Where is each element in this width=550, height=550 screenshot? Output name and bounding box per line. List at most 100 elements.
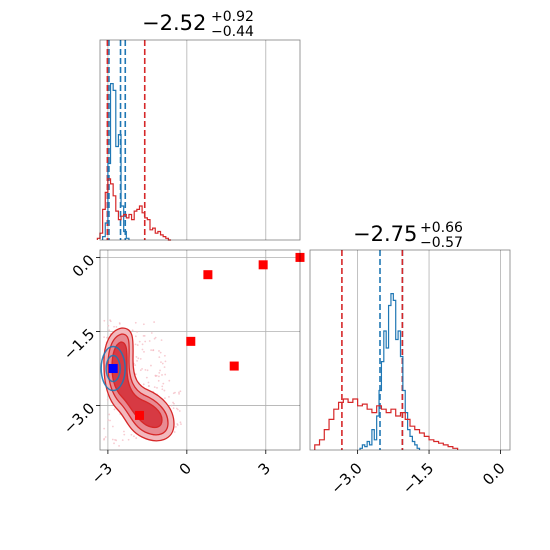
p2-sample-dot (103, 427, 106, 430)
panel-bottom-right-frame (309, 249, 511, 451)
p2-sample-dot (141, 367, 143, 370)
panel-top-left-frame (99, 39, 301, 241)
p2-sample-dot (175, 407, 178, 410)
p2-sample-dot (141, 343, 144, 346)
p2-sample-dot (154, 374, 157, 377)
p2-sample-dot (106, 336, 108, 339)
p2-sample-dot (135, 355, 138, 358)
panel-bottom-left-frame (99, 249, 301, 451)
p2-sample-dot (148, 340, 151, 342)
p2-sample-dot (175, 425, 177, 428)
p2-sample-dot (148, 384, 150, 387)
p2-sample-dot (150, 364, 152, 367)
panel-top-left-title-sub: −0.44 (211, 24, 254, 40)
p2-sample-dot (173, 431, 176, 433)
p2-sample-dot (159, 369, 161, 372)
p2-sample-dot (160, 339, 163, 341)
p2-sample-dot (103, 437, 106, 440)
p2-red-point (258, 260, 268, 270)
p2-sample-dot (127, 438, 130, 441)
p2-sample-dot (179, 421, 182, 424)
p2-sample-dot (162, 382, 165, 385)
p2-sample-dot (139, 369, 142, 372)
p2-sample-dot (106, 398, 109, 401)
p2-sample-dot (115, 326, 118, 328)
p2-sample-dot (163, 354, 166, 357)
title2-main: −2.75 (353, 222, 417, 246)
p2-sample-dot (145, 376, 148, 379)
p2-xtick-label: −3 (88, 459, 116, 487)
p2-sample-dot (168, 379, 171, 382)
p2-sample-dot (113, 408, 116, 411)
p2-sample-dot (135, 437, 138, 439)
p2-sample-dot (153, 386, 156, 389)
p2-sample-dot (107, 419, 110, 421)
p2-sample-dot (158, 350, 160, 352)
p2-sample-dot (159, 351, 162, 354)
p2-sample-dot (163, 389, 166, 392)
p2-sample-dot (138, 340, 141, 343)
p1-hist-red (96, 178, 172, 241)
panel-top-left: −2.52 +0.92 −0.44 (96, 9, 301, 241)
p2-sample-dot (158, 356, 161, 359)
p2-sample-dot (172, 407, 175, 410)
p2-sample-dot (179, 390, 182, 393)
title1-main: −2.52 (142, 11, 206, 35)
p2-blue-point (108, 364, 118, 374)
p2-sample-dot (176, 423, 179, 425)
p2-sample-dot (168, 396, 170, 398)
p2-sample-dot (172, 392, 175, 395)
p2-sample-dot (180, 423, 182, 426)
p3-xtick-label: −3.0 (327, 459, 365, 497)
p2-sample-dot (146, 369, 149, 372)
panel-bottom-right-title-sup: +0.66 (420, 220, 463, 236)
p2-sample-dot (121, 439, 124, 442)
p2-sample-dot (142, 323, 145, 326)
p2-sample-dot (161, 388, 164, 391)
p2-sample-dot (133, 435, 135, 438)
panel-bottom-left: −3 0 3 0.0 −1.5 −3.0 (60, 249, 305, 488)
p2-sample-dot (118, 445, 120, 447)
p2-sample-dot (157, 379, 160, 382)
p2-xtick-label: 0 (176, 459, 195, 478)
p2-sample-dot (173, 402, 175, 405)
p1-hist-blue (102, 83, 130, 240)
p2-sample-dot (103, 319, 106, 322)
p2-ytick-label: −1.5 (60, 325, 98, 363)
p2-sample-dot (123, 433, 126, 436)
p3-hist-red (314, 398, 459, 450)
p2-sample-dot (108, 413, 111, 416)
p2-sample-dot (142, 334, 145, 337)
p2-blue-contour-inner (105, 354, 121, 383)
p2-sample-dot (158, 371, 161, 374)
p2-sample-dot (164, 397, 166, 400)
p3-hist-blue (359, 293, 421, 450)
p2-sample-dot (161, 374, 163, 376)
panel-bottom-right-title: −2.75 (353, 222, 417, 246)
p2-sample-dot (150, 332, 153, 334)
p2-sample-dot (178, 392, 180, 395)
p2-sample-dot (141, 348, 144, 351)
p2-sample-dot (142, 383, 145, 386)
p3-xtick-label: 0.0 (479, 459, 509, 489)
panel-top-left-title: −2.52 (142, 11, 206, 35)
panel-top-left-title-sup: +0.92 (211, 9, 254, 25)
p2-sample-dot (134, 373, 137, 376)
p2-sample-dot (109, 320, 112, 323)
p2-sample-dot (130, 433, 133, 436)
p2-sample-dot (134, 321, 137, 324)
p2-sample-dot (143, 350, 145, 353)
p2-sample-dot (154, 336, 157, 339)
p2-sample-dot (160, 361, 162, 364)
p2-sample-dot (144, 340, 147, 343)
p2-sample-dot (178, 410, 181, 412)
p2-blue-contour-outer (100, 345, 126, 392)
p2-ytick-label: −3.0 (60, 399, 98, 437)
p2-sample-dot (136, 359, 138, 362)
p2-sample-dot (161, 385, 164, 388)
p2-sample-dot (115, 439, 118, 442)
p2-red-point (203, 270, 213, 280)
p2-sample-dot (108, 329, 111, 332)
p2-sample-dot (136, 330, 138, 333)
p2-sample-dot (152, 349, 155, 351)
